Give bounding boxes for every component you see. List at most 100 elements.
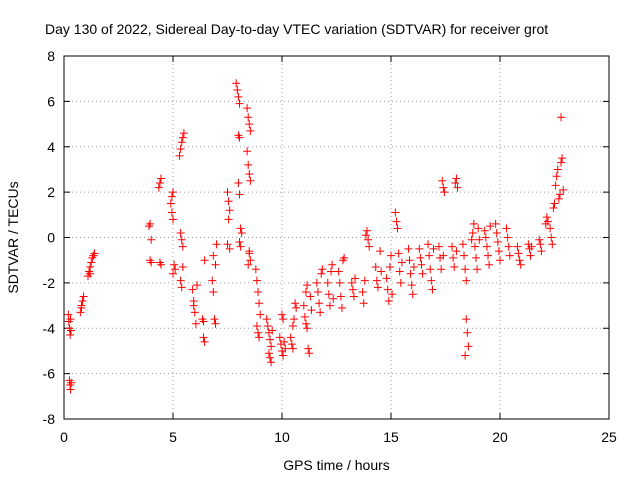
data-point — [279, 351, 288, 360]
data-point — [79, 292, 88, 301]
data-point — [190, 308, 199, 317]
data-point — [535, 235, 544, 244]
data-point — [458, 240, 467, 249]
y-tick-label: -2 — [43, 275, 56, 291]
data-point — [225, 244, 234, 253]
data-point — [505, 251, 514, 260]
data-point — [428, 285, 437, 294]
data-point — [87, 258, 96, 267]
data-point — [234, 92, 243, 101]
data-point — [449, 253, 458, 262]
data-point — [404, 244, 413, 253]
data-point — [176, 228, 185, 237]
data-point — [450, 262, 459, 271]
data-point — [371, 262, 380, 271]
data-point — [90, 249, 99, 258]
data-point — [427, 276, 436, 285]
data-point — [496, 256, 504, 265]
data-point — [335, 278, 344, 287]
data-point — [384, 297, 393, 306]
data-point — [462, 315, 471, 324]
data-point — [434, 242, 443, 251]
data-point — [169, 215, 177, 224]
data-point — [468, 228, 477, 237]
y-tick-label: 6 — [47, 93, 55, 109]
data-point — [208, 276, 217, 285]
data-point — [317, 269, 326, 278]
data-point — [318, 265, 327, 274]
data-point — [558, 154, 567, 163]
data-point — [461, 351, 470, 360]
data-point — [166, 199, 175, 208]
data-point — [192, 281, 201, 290]
data-point — [177, 138, 186, 147]
data-point — [246, 176, 255, 185]
data-point — [243, 147, 252, 156]
data-point — [349, 292, 358, 301]
data-point — [252, 276, 261, 285]
data-point — [553, 165, 562, 174]
data-point — [365, 242, 374, 251]
data-point — [552, 172, 561, 181]
data-point — [281, 344, 290, 353]
data-point — [486, 222, 495, 231]
data-point — [557, 113, 566, 122]
data-point — [470, 242, 479, 251]
data-point — [235, 133, 244, 142]
data-point — [176, 276, 185, 285]
data-point — [554, 194, 563, 203]
data-point — [262, 315, 271, 324]
data-point — [64, 317, 73, 326]
data-point — [304, 344, 313, 353]
data-point — [66, 331, 75, 340]
y-tick-label: 4 — [47, 139, 55, 155]
data-point — [324, 290, 333, 299]
data-point — [251, 265, 260, 274]
data-point — [177, 283, 186, 292]
data-point — [348, 285, 357, 294]
data-point — [267, 342, 276, 351]
data-point — [396, 278, 405, 287]
data-point — [224, 215, 233, 224]
data-point — [89, 251, 98, 260]
data-point — [246, 126, 255, 135]
data-point — [234, 131, 243, 140]
data-point — [157, 174, 166, 183]
data-point — [385, 262, 394, 271]
data-point — [209, 287, 218, 296]
data-point — [177, 235, 186, 244]
data-point — [67, 378, 76, 387]
data-point — [286, 333, 295, 342]
data-point — [303, 324, 312, 333]
data-point — [394, 249, 403, 258]
data-point — [494, 247, 503, 256]
data-point — [254, 328, 263, 337]
data-point — [199, 333, 208, 342]
data-point — [516, 260, 525, 269]
data-point — [299, 301, 308, 310]
data-point — [78, 297, 87, 306]
x-tick-label: 25 — [601, 429, 617, 445]
data-point — [225, 206, 234, 215]
data-point — [210, 315, 219, 324]
grid-layer — [64, 56, 609, 419]
data-point — [200, 337, 209, 346]
data-point — [243, 104, 252, 113]
data-point — [252, 321, 261, 330]
data-point — [340, 253, 349, 262]
data-point — [245, 120, 254, 129]
data-point — [527, 242, 536, 251]
x-tick-label: 5 — [169, 429, 177, 445]
data-point — [543, 217, 552, 226]
data-point — [245, 247, 254, 256]
data-point — [232, 79, 241, 88]
data-point — [541, 219, 550, 228]
data-point — [542, 213, 551, 222]
data-point — [279, 315, 288, 324]
y-tick-label: 0 — [47, 230, 55, 246]
data-point — [189, 301, 198, 310]
data-point — [199, 317, 208, 326]
data-point — [469, 219, 478, 228]
data-point — [312, 278, 321, 287]
data-point — [372, 276, 381, 285]
